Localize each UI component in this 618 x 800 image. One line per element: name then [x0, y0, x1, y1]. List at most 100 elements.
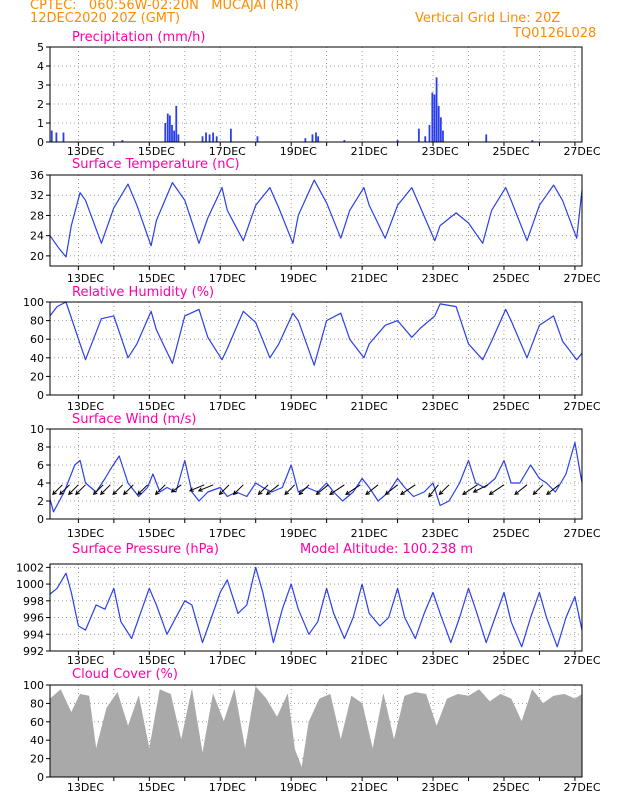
precip-bar [166, 113, 169, 142]
precip-bar [396, 140, 399, 142]
x-tick-label: 21DEC [351, 145, 388, 158]
wind-arrow [219, 484, 230, 495]
y-tick-label: 992 [23, 645, 44, 658]
wind-arrow [546, 484, 560, 495]
x-tick-label: 27DEC [563, 400, 600, 413]
x-tick-label: 17DEC [209, 272, 246, 285]
wind-arrowhead [315, 490, 321, 496]
header-code: TQ0126L028 [513, 26, 597, 41]
precip-bar [62, 132, 65, 142]
x-tick-label: 13DEC [67, 527, 104, 540]
panel-2 [46, 174, 583, 270]
wind-arrowhead [488, 490, 494, 495]
wind-arrow [365, 484, 379, 495]
x-tick-label: 25DEC [493, 272, 530, 285]
y-tick-label: 10 [30, 423, 44, 436]
x-tick-label: 17DEC [209, 400, 246, 413]
precip-bar [121, 140, 124, 142]
x-tick-label: 21DEC [351, 272, 388, 285]
precip-bar [431, 92, 434, 142]
wind-arrow [514, 484, 528, 495]
x-tick-label: 15DEC [138, 654, 175, 667]
precip-bar [256, 136, 259, 142]
panel-5 [46, 563, 583, 655]
wind-arrowhead [188, 487, 194, 492]
x-tick-label: 15DEC [138, 400, 175, 413]
y-tick-label: 24 [30, 230, 44, 243]
wind-arrowhead [154, 490, 160, 496]
header-date-line: 12DEC2020 20Z (GMT) [30, 11, 181, 26]
panel-subtitle: Model Altitude: 100.238 m [300, 542, 473, 557]
wind-arrow [533, 484, 544, 495]
precip-bar [229, 128, 232, 142]
y-tick-label: 1 [37, 117, 44, 130]
wind-arrowhead [400, 490, 405, 495]
wind-arrow [123, 484, 134, 495]
precip-bar [175, 105, 178, 142]
x-tick-label: 19DEC [280, 145, 317, 158]
wind-arrow [52, 484, 63, 495]
y-tick-label: 20 [30, 250, 44, 263]
wind-arrowhead [59, 490, 64, 496]
y-tick-label: 20 [30, 753, 44, 766]
x-tick-label: 19DEC [280, 400, 317, 413]
panel-frame [49, 301, 583, 396]
y-tick-label: 0 [37, 136, 44, 149]
wind-arrowhead [265, 490, 271, 496]
panel-frame [49, 428, 583, 520]
precip-bar [437, 105, 440, 142]
cloud-cover-area [49, 686, 583, 778]
wind-arrow [385, 484, 398, 495]
y-tick-label: 1002 [16, 561, 44, 574]
x-tick-label: 19DEC [280, 781, 317, 794]
precip-bar [173, 130, 176, 142]
y-tick-label: 80 [30, 315, 44, 328]
y-tick-label: 996 [23, 612, 44, 625]
x-tick-label: 27DEC [563, 527, 600, 540]
x-tick-label: 19DEC [280, 654, 317, 667]
x-tick-label: 17DEC [209, 781, 246, 794]
precip-bar [315, 132, 317, 142]
wind-arrowhead [218, 490, 224, 496]
precip-bar [439, 117, 442, 142]
y-tick-label: 28 [30, 209, 44, 222]
x-tick-label: 13DEC [67, 654, 104, 667]
x-tick-label: 17DEC [209, 145, 246, 158]
precip-bar [171, 124, 173, 142]
wind-arrowhead [384, 490, 390, 496]
wind-arrow [68, 484, 79, 495]
x-tick-label: 23DEC [422, 654, 459, 667]
x-tick-label: 15DEC [138, 781, 175, 794]
y-tick-label: 100 [23, 296, 44, 309]
wind-arrow [284, 484, 296, 495]
x-tick-label: 15DEC [138, 145, 175, 158]
precip-bar [55, 132, 58, 142]
x-tick-label: 23DEC [422, 145, 459, 158]
wind-arrowhead [75, 490, 80, 496]
precip-bar [311, 134, 314, 142]
panel-4 [46, 428, 583, 523]
precip-bar [168, 115, 171, 142]
panel-3 [46, 301, 583, 399]
wind-arrow [189, 484, 205, 492]
y-tick-label: 5 [37, 41, 44, 54]
y-tick-label: 0 [37, 771, 44, 784]
y-tick-label: 8 [37, 441, 44, 454]
wind-arrowhead [532, 490, 538, 496]
wind-arrow [428, 484, 439, 498]
wind-arrow [198, 484, 214, 492]
panel-1 [46, 46, 583, 146]
panel-title: Cloud Cover (%) [72, 667, 178, 682]
wind-arrow [155, 484, 166, 495]
panel-frame [49, 563, 583, 652]
x-tick-label: 27DEC [563, 272, 600, 285]
header-station-line: CPTEC: 060:56W-02:20N MUCAJAI (RR) [30, 0, 299, 13]
panel-frame [49, 46, 583, 143]
x-tick-label: 21DEC [351, 527, 388, 540]
x-tick-label: 17DEC [209, 527, 246, 540]
wind-arrowhead [99, 490, 105, 496]
series-line [49, 441, 583, 513]
precip-bar [317, 136, 320, 142]
x-tick-label: 23DEC [422, 527, 459, 540]
